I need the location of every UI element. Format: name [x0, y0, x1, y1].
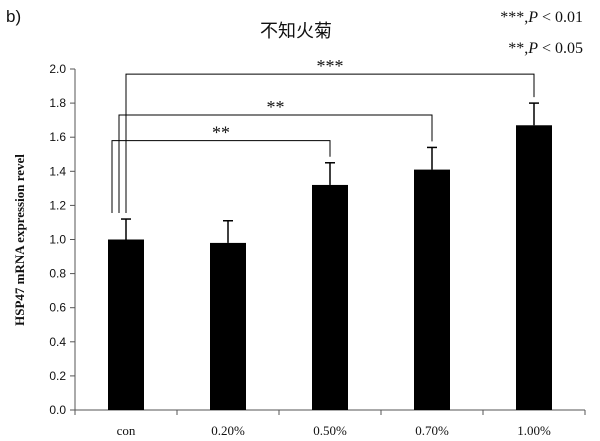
- y-tick-label: 0.0: [49, 403, 66, 417]
- significance-bracket: [125, 73, 535, 214]
- bar-0.20%: [210, 242, 246, 410]
- bar-1.00%: [516, 125, 552, 410]
- x-tick-label: 0.20%: [211, 423, 245, 438]
- error-bars: [121, 102, 539, 243]
- y-tick-label: 1.4: [49, 164, 66, 178]
- tick-labels: 0.0 0.2 0.4 0.6 0.8 1.0 1.2 1.4 1.6 1.8 2.0 con 0.20…: [49, 62, 551, 438]
- y-tick-label: 0.6: [49, 301, 66, 315]
- axes: [70, 68, 586, 415]
- significance-label: ***: [317, 56, 344, 76]
- legend-note-1-relation: < 0.01: [542, 9, 583, 26]
- legend-note-1-stars: ***: [500, 9, 524, 26]
- significance-label: **: [267, 97, 285, 117]
- y-tick-label: 1.8: [49, 96, 66, 110]
- legend-note-2-p: P: [527, 40, 538, 57]
- y-tick-label: 1.6: [49, 130, 66, 144]
- bar-con: [108, 239, 144, 410]
- x-tick-label: 1.00%: [517, 423, 551, 438]
- y-tick-label: 0.4: [49, 335, 66, 349]
- y-tick-label: 1.0: [49, 233, 66, 247]
- y-axis-label: HSP47 mRNA expression revel: [12, 154, 27, 326]
- x-tick-label: con: [117, 423, 136, 438]
- significance-label: **: [212, 123, 230, 143]
- legend-note-1: ***,P < 0.01: [500, 9, 583, 26]
- legend-note-2-stars: **: [508, 40, 524, 57]
- significance-bracket: [111, 140, 331, 214]
- legend-note-2-relation: < 0.05: [542, 40, 583, 57]
- x-tick-label: 0.50%: [313, 423, 347, 438]
- legend-notes: ***,P < 0.01 **,P < 0.05: [500, 9, 583, 57]
- y-tick-label: 2.0: [49, 62, 66, 76]
- y-tick-label: 0.2: [49, 369, 66, 383]
- bar-0.70%: [414, 169, 450, 410]
- legend-note-1-p: P: [527, 9, 538, 26]
- significance-brackets: *******: [111, 56, 535, 214]
- panel-label: b): [6, 7, 21, 26]
- bar-0.50%: [312, 184, 348, 410]
- y-tick-label: 0.8: [49, 267, 66, 281]
- x-tick-label: 0.70%: [415, 423, 449, 438]
- y-tick-label: 1.2: [49, 198, 66, 212]
- legend-note-2: **,P < 0.05: [508, 40, 583, 57]
- bars: [108, 125, 552, 410]
- significance-bracket: [118, 114, 433, 214]
- chart-title: 不知火菊: [260, 21, 332, 41]
